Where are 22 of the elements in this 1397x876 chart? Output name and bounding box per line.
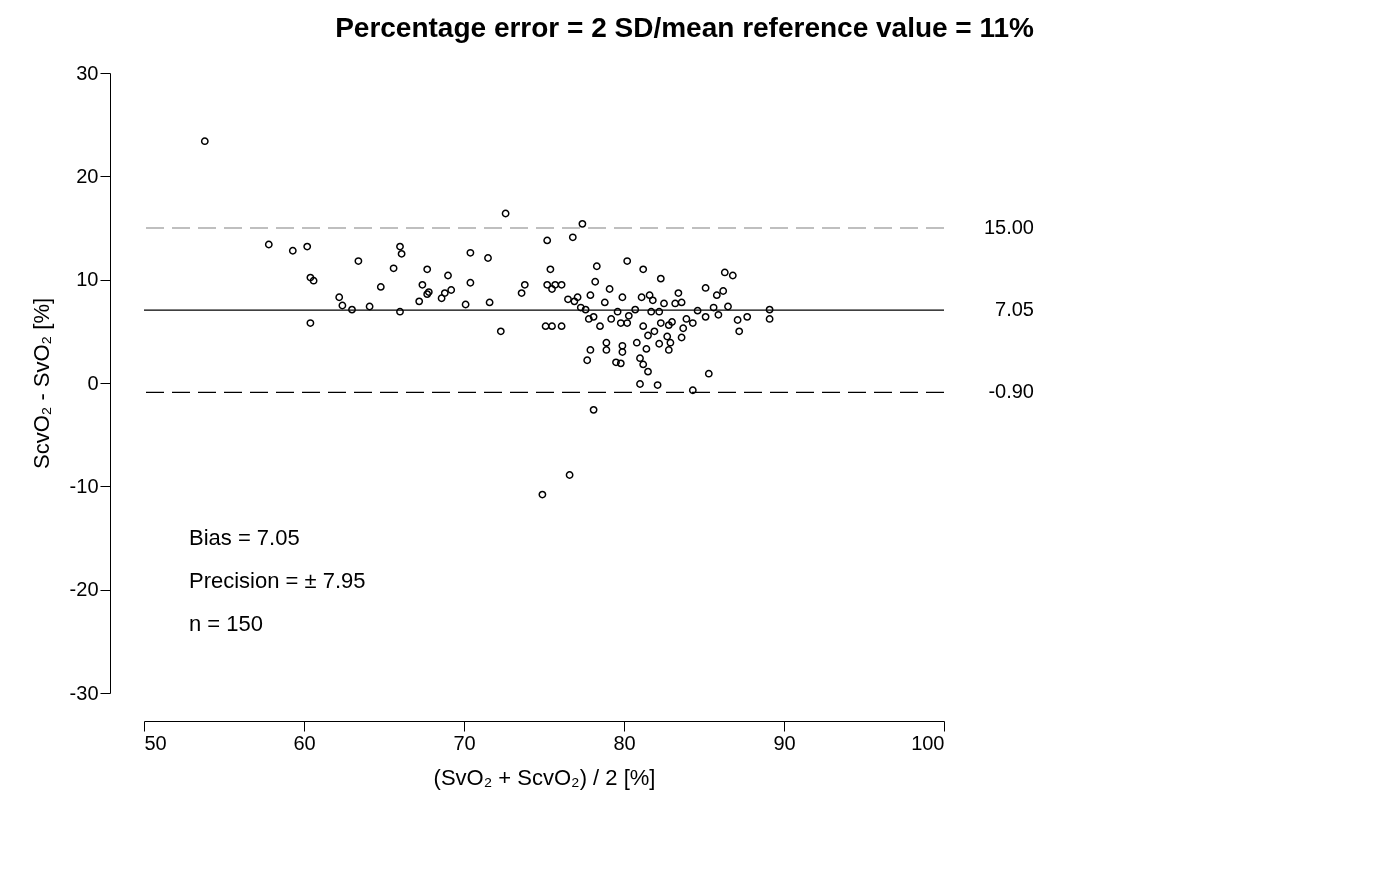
y-tick-label: 0 [87, 371, 99, 394]
y-tick-label: -30 [69, 681, 99, 704]
x-tick-label: 100 [911, 731, 945, 754]
y-tick-label: -20 [69, 578, 99, 601]
x-tick-label: 90 [773, 731, 796, 754]
annotation: Bias = 7.05 [189, 525, 300, 550]
x-axis-title: (SvO₂ + ScvO₂) / 2 [%] [433, 764, 656, 790]
x-tick-label: 60 [293, 731, 316, 754]
y-tick-label: 10 [76, 268, 99, 291]
x-tick-label: 80 [613, 731, 636, 754]
y-tick-label: -10 [69, 474, 99, 497]
ref-line-label: 15.00 [983, 216, 1034, 238]
y-tick-label: 20 [76, 164, 99, 187]
chart-title: Percentage error = 2 SD/mean reference value = 11% [335, 12, 1035, 43]
annotation: n = 150 [189, 611, 264, 636]
ref-line-label: -0.90 [988, 380, 1034, 403]
x-tick-label: 70 [453, 731, 476, 754]
annotation: Precision = ± 7.95 [189, 568, 366, 593]
ref-line-label: 7.05 [995, 298, 1034, 321]
x-tick-label: 50 [144, 731, 167, 754]
y-axis-title: ScvO₂ - SvO₂ [%] [28, 297, 54, 470]
y-tick-label: 30 [76, 61, 99, 84]
